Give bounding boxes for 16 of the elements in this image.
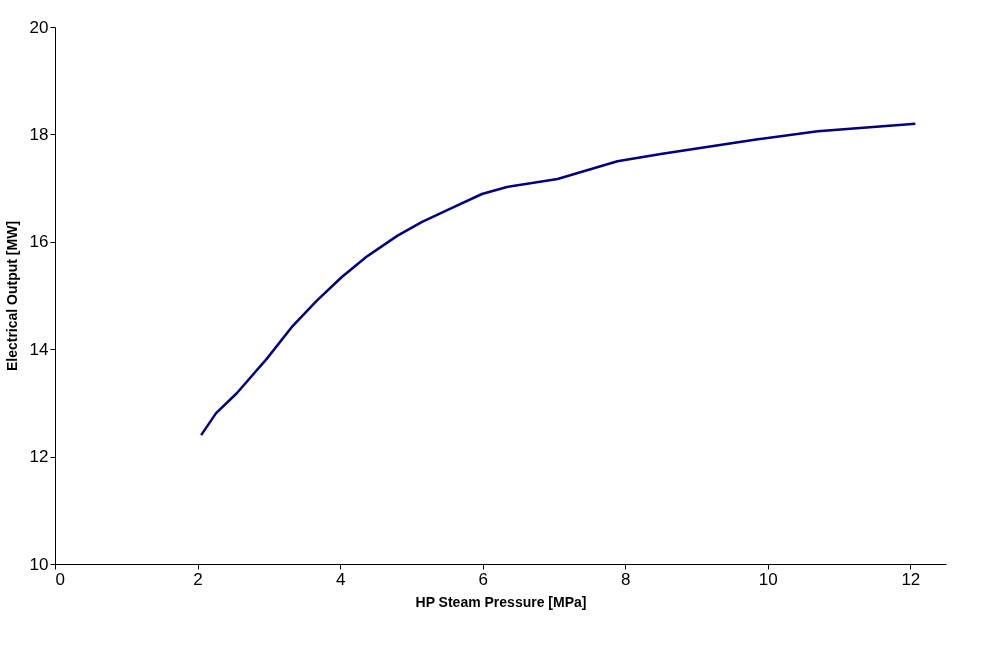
x-axis-title: HP Steam Pressure [MPa] <box>415 593 587 610</box>
y-tick-label: 16 <box>29 232 49 252</box>
y-tick-label: 20 <box>29 17 49 37</box>
y-axis-title: Electrical Output [MW] <box>3 220 20 372</box>
x-tick-label: 6 <box>478 569 488 589</box>
x-tick-label: 2 <box>193 569 203 589</box>
x-tick-label: 4 <box>335 569 346 589</box>
line-series <box>199 122 917 437</box>
y-tick-label: 10 <box>29 554 49 574</box>
x-tick-label: 8 <box>621 569 631 589</box>
x-tick-label: 0 <box>55 569 65 589</box>
y-tick-label: 12 <box>29 447 49 467</box>
y-tick-label: 14 <box>29 339 49 359</box>
y-tick-label: 18 <box>29 124 49 144</box>
x-tick-label: 12 <box>901 569 921 589</box>
x-tick-label: 10 <box>758 569 778 589</box>
